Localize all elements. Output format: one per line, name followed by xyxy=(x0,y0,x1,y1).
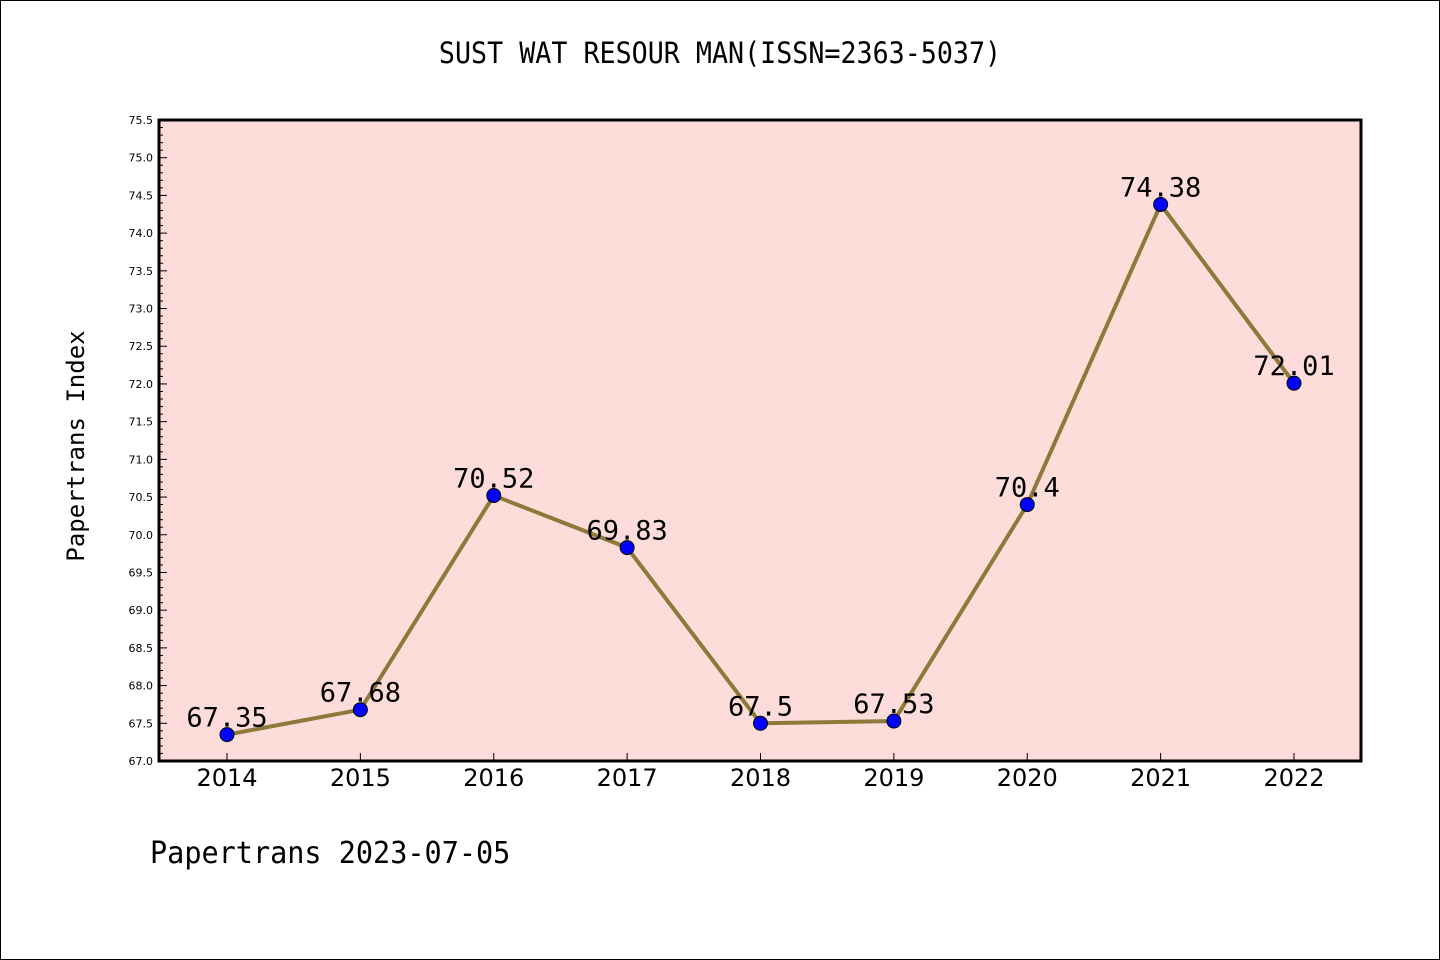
x-tick-label: 2022 xyxy=(1263,764,1324,792)
x-tick-label: 2018 xyxy=(730,764,791,792)
data-label: 72.01 xyxy=(1253,351,1334,382)
plot-border xyxy=(157,118,1363,763)
y-tick-label: 75.0 xyxy=(129,152,154,165)
y-tick-label: 67.0 xyxy=(129,755,154,768)
data-point xyxy=(1286,375,1302,391)
y-tick-label: 72.5 xyxy=(129,340,154,353)
footer-text: Papertrans 2023-07-05 xyxy=(150,836,511,871)
data-label: 69.83 xyxy=(586,516,667,547)
data-label: 74.38 xyxy=(1120,172,1201,203)
data-points xyxy=(219,196,1302,743)
data-label: 67.35 xyxy=(186,703,267,734)
data-labels: 67.35 67.68 70.52 69.83 67.5 67.53 70.4 74.38 72… xyxy=(186,172,1334,733)
y-tick-label: 72.0 xyxy=(129,378,154,391)
x-tick-label: 2014 xyxy=(196,764,257,792)
y-tick-label: 68.5 xyxy=(129,642,154,655)
data-label: 70.52 xyxy=(453,464,534,495)
data-point xyxy=(486,488,502,504)
y-tick-label: 75.5 xyxy=(129,114,154,127)
plot-area xyxy=(159,120,1361,761)
x-tick-label: 2017 xyxy=(597,764,658,792)
data-point xyxy=(619,540,635,556)
x-axis-ticks: 2014 2015 2016 2017 2018 2019 2020 2021 2022 xyxy=(196,753,1325,792)
x-tick-label: 2015 xyxy=(330,764,391,792)
y-tick-label: 71.5 xyxy=(129,416,154,429)
y-tick-label: 70.5 xyxy=(129,491,154,504)
x-tick-label: 2019 xyxy=(863,764,924,792)
x-tick-label: 2021 xyxy=(1130,764,1191,792)
data-point xyxy=(352,702,368,718)
data-label: 67.68 xyxy=(320,678,401,709)
data-point xyxy=(1153,196,1169,212)
y-tick-label: 70.0 xyxy=(129,529,154,542)
y-tick-label: 67.5 xyxy=(129,717,154,730)
y-tick-label: 71.0 xyxy=(129,453,154,466)
y-tick-label: 69.0 xyxy=(129,604,154,617)
data-point xyxy=(753,715,768,731)
y-tick-label: 74.0 xyxy=(129,227,154,240)
y-tick-label: 73.5 xyxy=(129,265,154,278)
data-point xyxy=(219,727,235,743)
x-tick-label: 2020 xyxy=(997,764,1058,792)
data-label: 67.5 xyxy=(728,691,793,722)
data-label: 70.4 xyxy=(995,473,1060,504)
y-tick-label: 73.0 xyxy=(129,303,154,316)
y-tick-label: 68.0 xyxy=(129,680,154,693)
chart-title: SUST WAT RESOUR MAN(ISSN=2363-5037) xyxy=(438,36,1002,70)
y-tick-label: 69.5 xyxy=(129,566,154,579)
y-tick-label: 74.5 xyxy=(129,189,154,202)
data-label: 67.53 xyxy=(853,689,934,720)
y-axis-ticks: 67.0 67.5 68.0 68.5 69.0 69.5 70.0 70.5 71.0 71.5… xyxy=(129,114,167,768)
data-point xyxy=(1019,497,1035,513)
x-tick-label: 2016 xyxy=(463,764,524,792)
data-point xyxy=(886,713,902,729)
